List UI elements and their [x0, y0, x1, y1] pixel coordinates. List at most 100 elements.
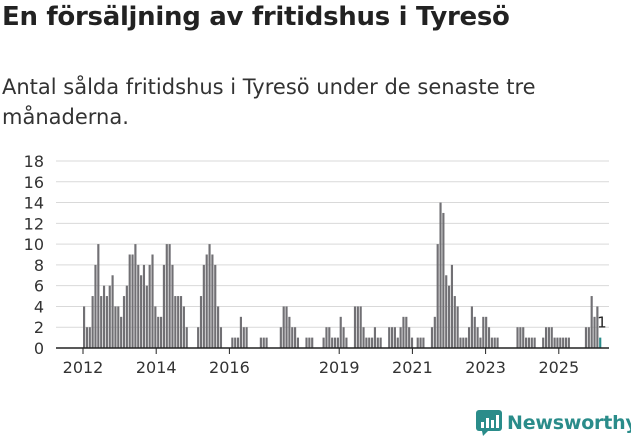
bar: [120, 316, 123, 348]
bar: [148, 264, 151, 348]
bar: [331, 337, 334, 348]
bar: [459, 337, 462, 348]
bar: [473, 316, 476, 348]
x-tick-label: 2016: [209, 358, 250, 377]
x-tick-label: 2023: [465, 358, 506, 377]
bar: [171, 264, 174, 348]
bar: [544, 327, 548, 348]
bar: [100, 296, 103, 348]
bar: [117, 306, 120, 348]
bar: [490, 337, 493, 348]
bar: [362, 327, 365, 348]
bar: [470, 306, 473, 348]
bar: [399, 327, 402, 348]
bar: [388, 327, 391, 348]
bar: [553, 337, 556, 348]
bar: [590, 296, 593, 348]
highlighted-bar: [599, 337, 602, 348]
bar: [453, 296, 456, 348]
bar: [236, 337, 240, 348]
bar: [122, 296, 126, 348]
bar: [416, 337, 419, 348]
bar: [371, 337, 374, 348]
y-tick-label: 10: [24, 235, 44, 254]
bar: [527, 337, 531, 348]
bar: [105, 296, 108, 348]
y-tick-label: 18: [24, 152, 44, 171]
bar: [145, 285, 148, 348]
bar: [140, 275, 143, 348]
bar: [533, 337, 536, 348]
bar: [479, 337, 482, 348]
bar: [556, 337, 559, 348]
bar: [476, 327, 479, 348]
bar: [159, 316, 163, 348]
y-tick-label: 14: [24, 194, 44, 213]
bar: [202, 264, 205, 348]
bar: [239, 316, 242, 348]
bar: [467, 327, 471, 348]
y-tick-label: 16: [24, 173, 44, 192]
bar: [353, 306, 357, 348]
bar: [88, 327, 91, 348]
bar: [282, 306, 285, 348]
bar-data-label: 1: [597, 314, 607, 332]
bar: [174, 296, 177, 348]
bar: [496, 337, 499, 348]
bar: [465, 337, 468, 348]
x-tick-label: 2014: [136, 358, 177, 377]
bar: [559, 337, 562, 348]
bar: [197, 327, 200, 348]
bar: [345, 337, 348, 348]
bar: [485, 316, 488, 348]
bar: [450, 264, 454, 348]
bar: [376, 337, 379, 348]
bar: [368, 337, 371, 348]
x-tick-label: 2019: [319, 358, 360, 377]
bar: [102, 285, 106, 348]
bar: [342, 327, 345, 348]
newsworthy-logo: Newsworthy: [476, 409, 631, 437]
bar: [422, 337, 425, 348]
bar: [325, 327, 328, 348]
bar: [487, 327, 491, 348]
bar: [356, 306, 359, 348]
bar: [493, 337, 496, 348]
bar: [562, 337, 565, 348]
bar: [245, 327, 248, 348]
bar: [456, 306, 459, 348]
bar: [165, 244, 168, 348]
bar: [405, 316, 408, 348]
bar: [393, 327, 396, 348]
bar: [137, 264, 140, 348]
bar: [567, 337, 570, 348]
bar: [419, 337, 422, 348]
bar: [439, 202, 442, 348]
bar: [294, 327, 297, 348]
bar: [114, 306, 117, 348]
bar: [462, 337, 465, 348]
bar: [445, 275, 448, 348]
bar: [211, 254, 214, 348]
bar: [379, 337, 382, 348]
bar: [242, 327, 245, 348]
bar: [333, 337, 337, 348]
bar: [410, 337, 414, 348]
bar: [288, 316, 291, 348]
bar: [339, 316, 342, 348]
bar: [125, 285, 128, 348]
bar: [542, 337, 545, 348]
bar: [131, 254, 134, 348]
bar: [214, 264, 217, 348]
bar: [336, 337, 339, 348]
bar: [564, 337, 568, 348]
bar: [408, 327, 411, 348]
bar: [205, 254, 208, 348]
y-tick-label: 0: [34, 339, 44, 358]
bar: [593, 316, 596, 348]
bar: [185, 327, 188, 348]
bar: [291, 327, 294, 348]
bar: [279, 327, 282, 348]
bar: [262, 337, 265, 348]
